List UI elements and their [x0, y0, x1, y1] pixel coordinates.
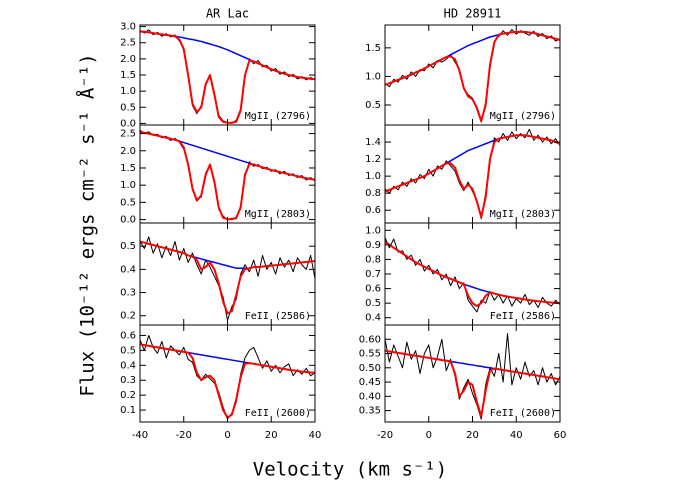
x-tick-label: 0 — [224, 430, 230, 441]
series-line — [385, 128, 560, 220]
series-line — [385, 241, 560, 308]
y-tick-label: 1.0 — [365, 71, 381, 82]
y-tick-label: 0.6 — [365, 284, 381, 295]
panel-frame — [384, 222, 561, 326]
y-tick-label: 1.0 — [365, 225, 381, 236]
y-tick-label: 0.4 — [365, 313, 381, 324]
x-tick-label: 20 — [466, 430, 479, 441]
y-tick-label: 0.9 — [365, 240, 381, 251]
x-tick-label: -20 — [377, 430, 393, 441]
line-label: FeII (2600) — [245, 408, 311, 419]
y-tick-label: 0.7 — [365, 269, 381, 280]
y-tick-label: 0.5 — [120, 102, 136, 113]
series-line — [140, 240, 315, 315]
y-axis-title: Flux (10⁻¹² ergs cm⁻² s⁻¹ Å⁻¹) — [76, 53, 99, 396]
y-tick-label: 0.35 — [359, 406, 381, 417]
y-tick-label: 1.4 — [365, 137, 381, 148]
x-tick-label: -20 — [176, 430, 192, 441]
y-tick-label: 0.8 — [365, 254, 381, 265]
y-tick-label: 1.2 — [365, 154, 381, 165]
y-tick-label: 1.0 — [120, 180, 136, 191]
y-tick-label: 0.5 — [120, 197, 136, 208]
y-tick-label: 2.5 — [120, 38, 136, 49]
plot-area — [385, 29, 560, 123]
y-tick-label: 0.5 — [365, 100, 381, 111]
y-tick-label: 1.5 — [120, 70, 136, 81]
y-tick-label: 1.0 — [365, 171, 381, 182]
plot-area — [140, 129, 315, 221]
series-line — [385, 349, 560, 418]
column-title: AR Lac — [206, 7, 249, 21]
x-tick-label: 0 — [426, 430, 432, 441]
series-line — [385, 31, 560, 86]
plot-area — [140, 236, 315, 321]
panel-frame — [139, 222, 316, 326]
x-tick-label: 40 — [309, 430, 322, 441]
y-tick-label: 0.40 — [359, 391, 381, 402]
x-tick-label: 60 — [554, 430, 567, 441]
plot-area — [385, 128, 560, 220]
y-tick-label: 1.5 — [120, 163, 136, 174]
plot-area — [140, 334, 315, 420]
x-tick-label: -40 — [132, 430, 148, 441]
y-tick-label: 0.0 — [120, 118, 136, 129]
series-line — [385, 241, 560, 304]
y-tick-label: 0.2 — [120, 311, 136, 322]
y-tick-label: 1.0 — [120, 86, 136, 97]
y-tick-label: 2.5 — [120, 129, 136, 140]
y-tick-label: 0.50 — [359, 363, 381, 374]
y-tick-label: 0.60 — [359, 334, 381, 345]
y-tick-label: 0.3 — [120, 288, 136, 299]
y-tick-label: 0.2 — [120, 390, 136, 401]
series-line — [385, 134, 560, 193]
y-tick-label: 0.6 — [120, 330, 136, 341]
line-label: FeII (2586) — [245, 311, 311, 322]
y-tick-label: 0.5 — [120, 345, 136, 356]
line-label: MgII (2796) — [245, 111, 311, 122]
y-tick-label: 2.0 — [120, 54, 136, 65]
series-line — [385, 333, 560, 420]
y-tick-label: 1.5 — [365, 43, 381, 54]
y-tick-label: 0.5 — [120, 241, 136, 252]
x-tick-label: 40 — [510, 430, 523, 441]
series-line — [385, 30, 560, 122]
y-tick-label: 0.5 — [365, 298, 381, 309]
y-tick-label: 0.45 — [359, 377, 381, 388]
line-label: MgII (2796) — [490, 111, 556, 122]
x-tick-label: 20 — [265, 430, 278, 441]
series-line — [140, 29, 315, 124]
y-tick-label: 0.8 — [365, 188, 381, 199]
series-line — [140, 343, 315, 419]
series-line — [385, 134, 560, 219]
y-tick-label: 0.3 — [120, 375, 136, 386]
plot-area — [385, 333, 560, 420]
y-tick-label: 3.0 — [120, 22, 136, 33]
y-tick-label: 0.1 — [120, 405, 136, 416]
series-line — [140, 30, 315, 80]
series-line — [140, 131, 315, 181]
y-tick-label: 0.4 — [120, 264, 136, 275]
y-tick-label: 0.0 — [120, 215, 136, 226]
y-tick-label: 0.4 — [120, 360, 136, 371]
y-tick-label: 2.0 — [120, 146, 136, 157]
x-axis-title: Velocity (km s⁻¹) — [253, 459, 447, 481]
column-title: HD 28911 — [444, 7, 502, 21]
line-label: FeII (2600) — [490, 408, 556, 419]
y-tick-label: 0.55 — [359, 349, 381, 360]
line-label: MgII (2803) — [490, 209, 556, 220]
y-tick-label: 0.6 — [365, 205, 381, 216]
plot-area — [140, 29, 315, 124]
line-label: MgII (2803) — [245, 209, 311, 220]
line-label: FeII (2586) — [490, 311, 556, 322]
plot-area — [385, 237, 560, 313]
